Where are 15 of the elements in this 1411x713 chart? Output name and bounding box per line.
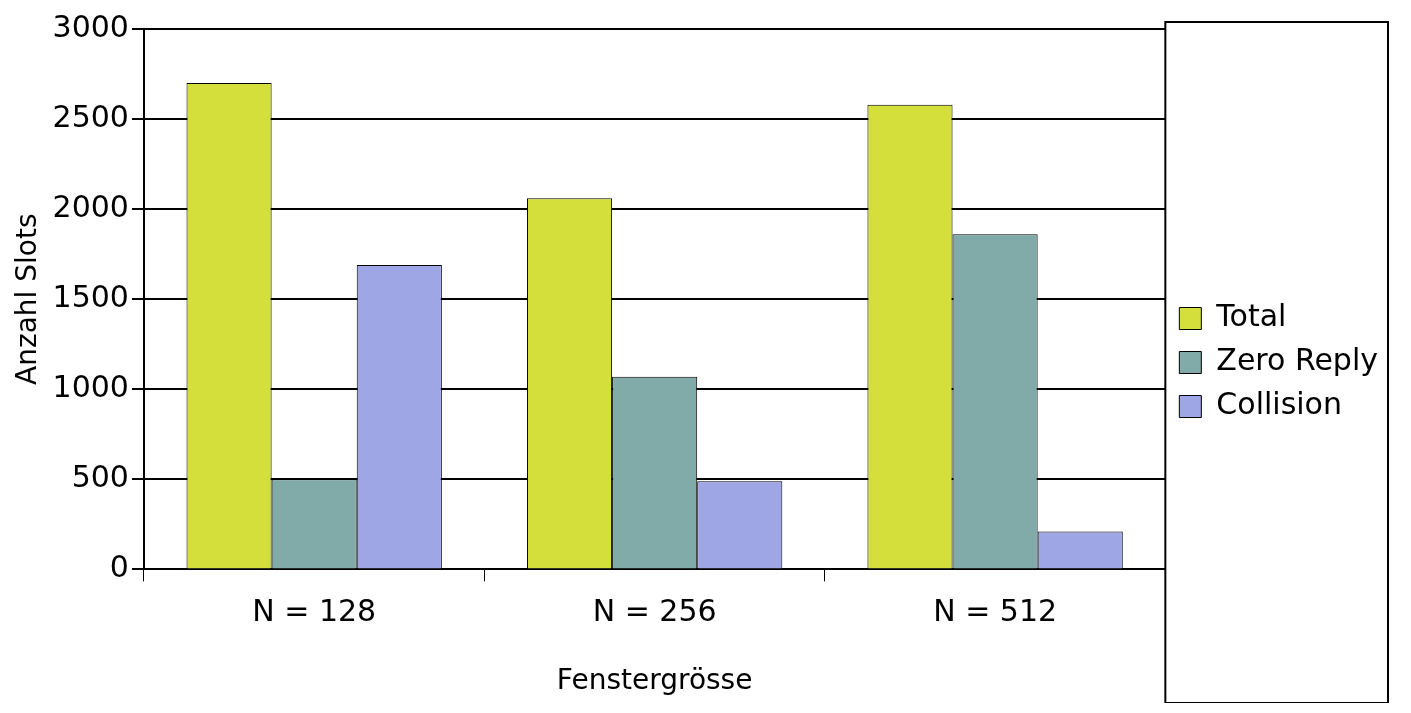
x-tick-label: N = 256 bbox=[592, 593, 717, 629]
x-axis-title: Fenstergrösse bbox=[556, 663, 753, 697]
x-tick-label: N = 128 bbox=[252, 593, 377, 629]
y-tick-label: 1500 bbox=[52, 279, 129, 314]
y-tick-label: 2500 bbox=[52, 98, 129, 134]
y-tick-label: 1000 bbox=[52, 369, 129, 405]
y-tick-label: 500 bbox=[71, 459, 129, 495]
y-tick-label: 3000 bbox=[52, 8, 129, 44]
y-tick-label: 2000 bbox=[52, 188, 129, 224]
x-tick-label: N = 512 bbox=[933, 593, 1058, 629]
legend-label: Collision bbox=[1216, 386, 1342, 422]
legend-label: Total bbox=[1215, 298, 1287, 334]
legend-label: Zero Reply bbox=[1216, 342, 1379, 378]
y-tick-label: 0 bbox=[109, 549, 129, 585]
y-axis-title: Anzahl Slots bbox=[10, 213, 44, 385]
